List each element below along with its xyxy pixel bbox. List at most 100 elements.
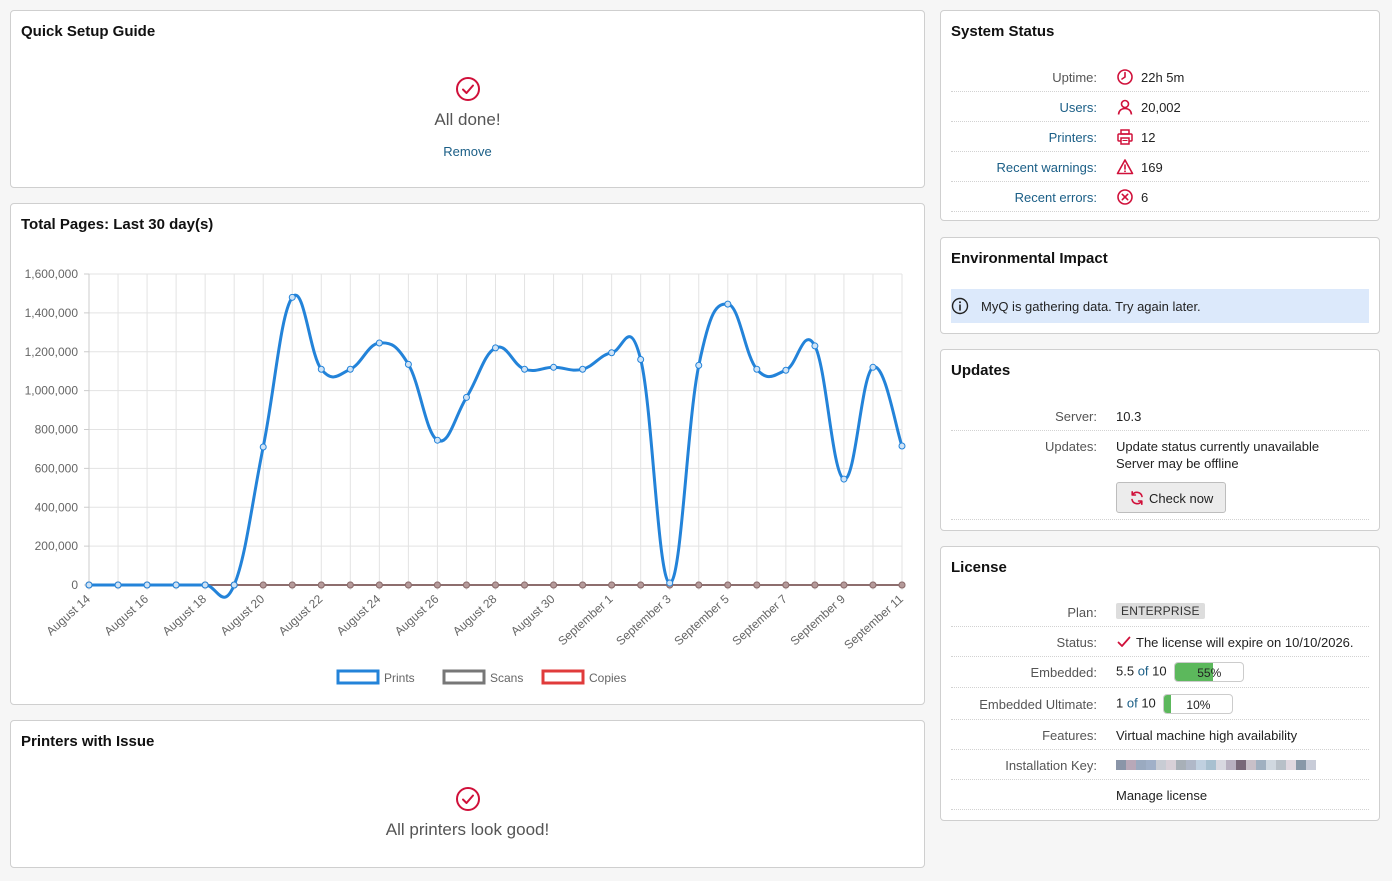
prints-point bbox=[695, 361, 703, 369]
plan-row: Plan: ENTERPRISE bbox=[951, 597, 1369, 627]
y-tick-label: 1,600,000 bbox=[25, 267, 79, 281]
system-status-title: System Status bbox=[951, 23, 1055, 40]
y-tick-label: 400,000 bbox=[35, 500, 79, 514]
scans-point bbox=[433, 581, 441, 589]
installation-key-label: Installation Key: bbox=[1005, 758, 1097, 773]
remove-link[interactable]: Remove bbox=[443, 144, 492, 159]
prints-point bbox=[375, 339, 383, 347]
printers-link[interactable]: Printers: bbox=[1048, 130, 1097, 145]
info-alert: MyQ is gathering data. Try again later. bbox=[951, 289, 1369, 323]
recent-errors-link[interactable]: Recent errors: bbox=[1014, 190, 1097, 205]
users-value: 20,002 bbox=[1141, 100, 1181, 115]
user-icon bbox=[1117, 99, 1133, 115]
license-status-row: Status: The license will expire on 10/10… bbox=[951, 627, 1369, 657]
scans-point bbox=[724, 581, 732, 589]
uptime-value: 22h 5m bbox=[1141, 70, 1185, 85]
y-tick-label: 1,400,000 bbox=[25, 306, 79, 320]
prints-point bbox=[404, 360, 412, 368]
environmental-impact-panel: Environmental Impact MyQ is gathering da… bbox=[940, 237, 1380, 334]
scans-point bbox=[811, 581, 819, 589]
prints-point bbox=[782, 366, 790, 374]
prints-point bbox=[201, 581, 209, 589]
x-tick-label: August 18 bbox=[160, 592, 210, 639]
legend-label-scans: Scans bbox=[490, 671, 523, 685]
check-now-button[interactable]: Check now bbox=[1116, 482, 1226, 513]
x-tick-label: August 14 bbox=[43, 592, 93, 639]
prints-point bbox=[579, 365, 587, 373]
scans-point bbox=[521, 581, 529, 589]
prints-point bbox=[143, 581, 151, 589]
x-tick-label: August 28 bbox=[450, 592, 500, 639]
y-tick-label: 1,000,000 bbox=[25, 384, 79, 398]
prints-point bbox=[840, 475, 848, 483]
x-tick-label: September 7 bbox=[729, 592, 790, 649]
features-label: Features: bbox=[1042, 728, 1097, 743]
scans-point bbox=[259, 581, 267, 589]
plan-label: Plan: bbox=[1067, 605, 1097, 620]
legend-label-copies: Copies bbox=[589, 671, 626, 685]
prints-point bbox=[85, 581, 93, 589]
updates-status-line2: Server may be offline bbox=[1116, 456, 1239, 471]
legend-swatch-scans bbox=[442, 669, 486, 685]
manage-license-link[interactable]: Manage license bbox=[1116, 788, 1208, 803]
ultimate-used: 1 bbox=[1116, 695, 1124, 711]
installation-key-row: Installation Key: bbox=[951, 750, 1369, 780]
prints-point bbox=[259, 443, 267, 451]
environmental-impact-title: Environmental Impact bbox=[951, 250, 1108, 267]
x-tick-label: August 22 bbox=[276, 592, 326, 639]
y-tick-label: 200,000 bbox=[35, 539, 79, 553]
info-message: MyQ is gathering data. Try again later. bbox=[981, 299, 1201, 314]
setup-done-text: All done! bbox=[434, 110, 501, 129]
embedded-total: 10 bbox=[1152, 663, 1167, 679]
x-tick-label: August 26 bbox=[392, 592, 442, 639]
users-link[interactable]: Users: bbox=[1059, 100, 1097, 115]
prints-point bbox=[869, 363, 877, 371]
uptime-row: Uptime: 22h 5m bbox=[951, 62, 1369, 92]
license-status-label: Status: bbox=[1056, 635, 1097, 650]
printers-issue-panel: Printers with Issue All printers look go… bbox=[10, 720, 925, 868]
prints-point bbox=[492, 344, 499, 352]
system-status-panel: System Status Uptime: 22h 5m Users: 20,0… bbox=[940, 10, 1380, 221]
legend-swatch-prints bbox=[336, 669, 380, 685]
prints-point bbox=[114, 581, 122, 589]
prints-point bbox=[346, 365, 354, 373]
prints-point bbox=[462, 393, 470, 401]
prints-point bbox=[288, 293, 296, 301]
y-tick-label: 1,200,000 bbox=[25, 345, 79, 359]
prints-point bbox=[666, 579, 674, 587]
features-value: Virtual machine high availability bbox=[1116, 728, 1298, 743]
legend-swatch-copies bbox=[541, 669, 585, 685]
embedded-used: 5.5 bbox=[1116, 663, 1135, 679]
server-row: Server: 10.3 bbox=[951, 401, 1369, 431]
embedded-percent: 55% bbox=[1197, 666, 1222, 680]
x-tick-label: August 30 bbox=[508, 592, 558, 639]
x-tick-label: September 9 bbox=[788, 592, 849, 649]
recent-warnings-link[interactable]: Recent warnings: bbox=[996, 160, 1097, 175]
plan-badge: ENTERPRISE bbox=[1116, 603, 1205, 619]
ultimate-of: of bbox=[1126, 695, 1138, 711]
printers-row: Printers: 12 bbox=[951, 122, 1369, 152]
features-row: Features: Virtual machine high availabil… bbox=[951, 720, 1369, 750]
ultimate-row: Embedded Ultimate: 1 of 10 10% bbox=[951, 688, 1369, 720]
scans-point bbox=[695, 581, 703, 589]
scans-point bbox=[404, 581, 412, 589]
ultimate-percent: 10% bbox=[1186, 698, 1211, 712]
ultimate-progress-fill bbox=[1164, 695, 1172, 713]
embedded-progress: 55% bbox=[1174, 662, 1245, 682]
check-circle-icon bbox=[455, 787, 480, 811]
warnings-value: 169 bbox=[1141, 160, 1163, 175]
ultimate-progress: 10% bbox=[1163, 694, 1234, 714]
y-tick-label: 800,000 bbox=[35, 423, 79, 437]
scans-point bbox=[637, 581, 645, 589]
prints-point bbox=[898, 442, 906, 450]
legend-label-prints: Prints bbox=[384, 671, 415, 685]
prints-point bbox=[637, 356, 645, 364]
scans-point bbox=[288, 581, 296, 589]
uptime-label: Uptime: bbox=[1052, 70, 1097, 85]
embedded-progress-fill bbox=[1175, 663, 1213, 681]
prints-point bbox=[811, 342, 819, 350]
prints-point bbox=[317, 365, 325, 373]
updates-label: Updates: bbox=[1044, 439, 1097, 454]
scans-point bbox=[462, 581, 470, 589]
license-panel: License Plan: ENTERPRISE Status: The lic… bbox=[940, 546, 1380, 821]
